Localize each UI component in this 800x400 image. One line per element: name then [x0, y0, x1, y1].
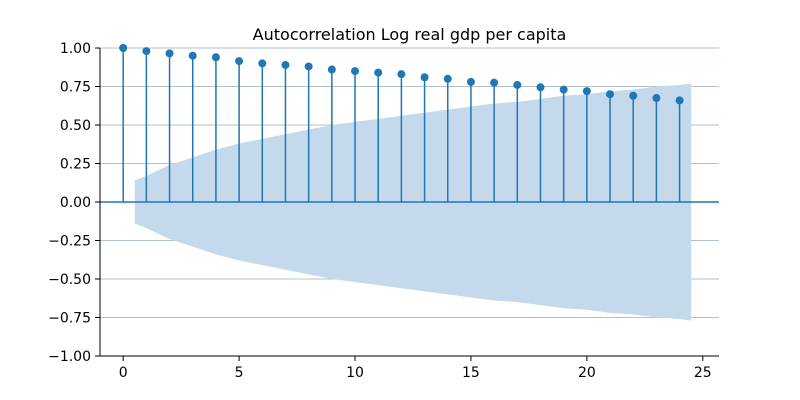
x-tick-label-3: 15: [462, 365, 480, 381]
marker-lag-17: [513, 80, 522, 89]
marker-lag-8: [304, 62, 313, 71]
marker-lag-19: [559, 85, 568, 94]
stem-series: [119, 44, 684, 202]
marker-lag-1: [142, 47, 151, 56]
y-tick-label-3: 0.25: [60, 157, 91, 173]
y-tick-label-8: −1.00: [48, 349, 91, 365]
x-tick-label-2: 10: [346, 365, 364, 381]
marker-lag-20: [582, 87, 591, 96]
y-tick-label-5: −0.25: [48, 234, 91, 250]
marker-lag-16: [490, 78, 499, 87]
x-tick-label-0: 0: [119, 365, 128, 381]
y-tick-label-7: −0.75: [48, 311, 91, 327]
chart-title: Autocorrelation Log real gdp per capita: [253, 25, 567, 44]
marker-lag-24: [675, 96, 684, 105]
x-tick-label-5: 25: [694, 365, 712, 381]
y-tick-label-4: 0.00: [60, 195, 91, 211]
y-ticks: 1.00 0.75 0.50 0.25 0.00 −0.25 −0.50 −0.75 −1.00: [48, 41, 100, 365]
marker-lag-0: [119, 44, 128, 52]
marker-lag-5: [235, 57, 244, 66]
marker-lag-21: [606, 90, 615, 99]
marker-lag-3: [188, 51, 197, 60]
marker-lag-18: [536, 83, 545, 92]
marker-lag-7: [281, 60, 290, 69]
x-ticks: 0 5 10 15 20 25: [119, 356, 712, 381]
marker-lag-22: [629, 91, 638, 100]
marker-lag-23: [652, 94, 661, 103]
marker-lag-9: [327, 65, 336, 74]
marker-lag-4: [211, 53, 220, 62]
y-tick-label-2: 0.50: [60, 118, 91, 134]
y-tick-label-0: 1.00: [60, 41, 91, 57]
marker-lag-2: [165, 49, 174, 58]
marker-lag-11: [374, 68, 383, 77]
marker-lag-14: [443, 74, 452, 83]
x-tick-label-4: 20: [578, 365, 596, 381]
marker-lag-12: [397, 70, 406, 79]
marker-lag-15: [466, 77, 475, 86]
x-tick-label-1: 5: [235, 365, 244, 381]
y-tick-label-6: −0.50: [48, 272, 91, 288]
marker-lag-6: [258, 59, 267, 68]
marker-lag-13: [420, 73, 429, 82]
marker-lag-10: [351, 67, 360, 76]
y-tick-label-1: 0.75: [60, 80, 91, 96]
